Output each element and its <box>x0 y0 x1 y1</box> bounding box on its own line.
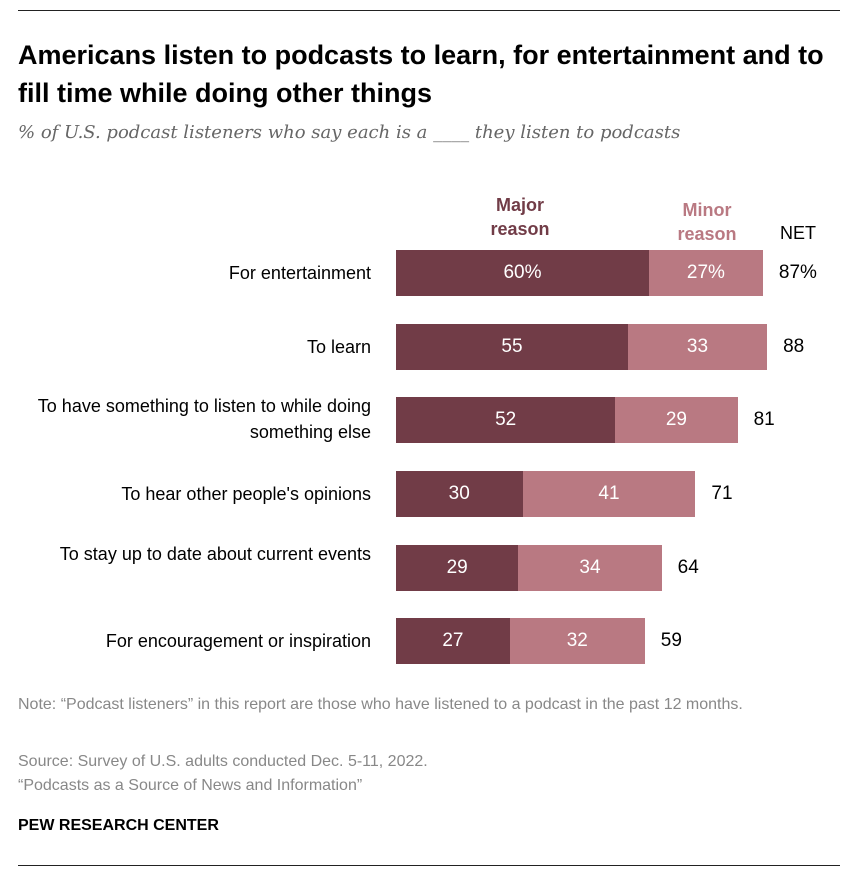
net-value: 87% <box>778 262 817 283</box>
category-label: To hear other people's opinions <box>121 484 371 504</box>
legend-minor: Minor reason <box>677 200 737 244</box>
bottom-rule <box>18 865 840 866</box>
major-reason-bar: 30 <box>396 471 523 517</box>
report-title: “Podcasts as a Source of News and Inform… <box>18 777 363 794</box>
minor-reason-bar: 33 <box>627 324 768 370</box>
minor-reason-bar: 29 <box>615 397 738 443</box>
category-label: To learn <box>306 337 371 357</box>
net-header: NET <box>780 223 816 243</box>
category-label: To stay up to date about current events <box>59 544 371 564</box>
note: Note: “Podcast listeners” in this report… <box>18 696 743 713</box>
source: Source: Survey of U.S. adults conducted … <box>18 753 428 770</box>
major-reason-bar: 52 <box>396 397 616 443</box>
major-reason-bar: 27 <box>396 618 510 664</box>
net-value: 59 <box>660 630 682 651</box>
category-label: For encouragement or inspiration <box>105 631 371 651</box>
category-label: To have something to listen to while doi… <box>37 396 371 442</box>
chart-title: Americans listen to podcasts to learn, f… <box>18 40 824 108</box>
net-value: 81 <box>753 409 775 430</box>
category-label: For entertainment <box>228 263 371 283</box>
legend-major: Major reason <box>490 195 550 239</box>
net-value: 88 <box>783 336 805 357</box>
minor-reason-bar: 32 <box>509 618 645 664</box>
major-reason-bar: 29 <box>396 545 519 591</box>
net-value: 64 <box>677 557 699 578</box>
net-value: 71 <box>711 483 733 504</box>
major-reason-bar: 55 <box>396 324 628 370</box>
minor-reason-bar: 41 <box>522 471 696 517</box>
minor-reason-bar: 34 <box>518 545 662 591</box>
major-reason-bar: 60% <box>396 250 650 296</box>
brand-logo: PEW RESEARCH CENTER <box>18 817 219 834</box>
minor-reason-bar: 27% <box>649 250 763 296</box>
chart-subtitle: % of U.S. podcast listeners who say each… <box>18 122 681 143</box>
top-rule <box>18 10 840 11</box>
